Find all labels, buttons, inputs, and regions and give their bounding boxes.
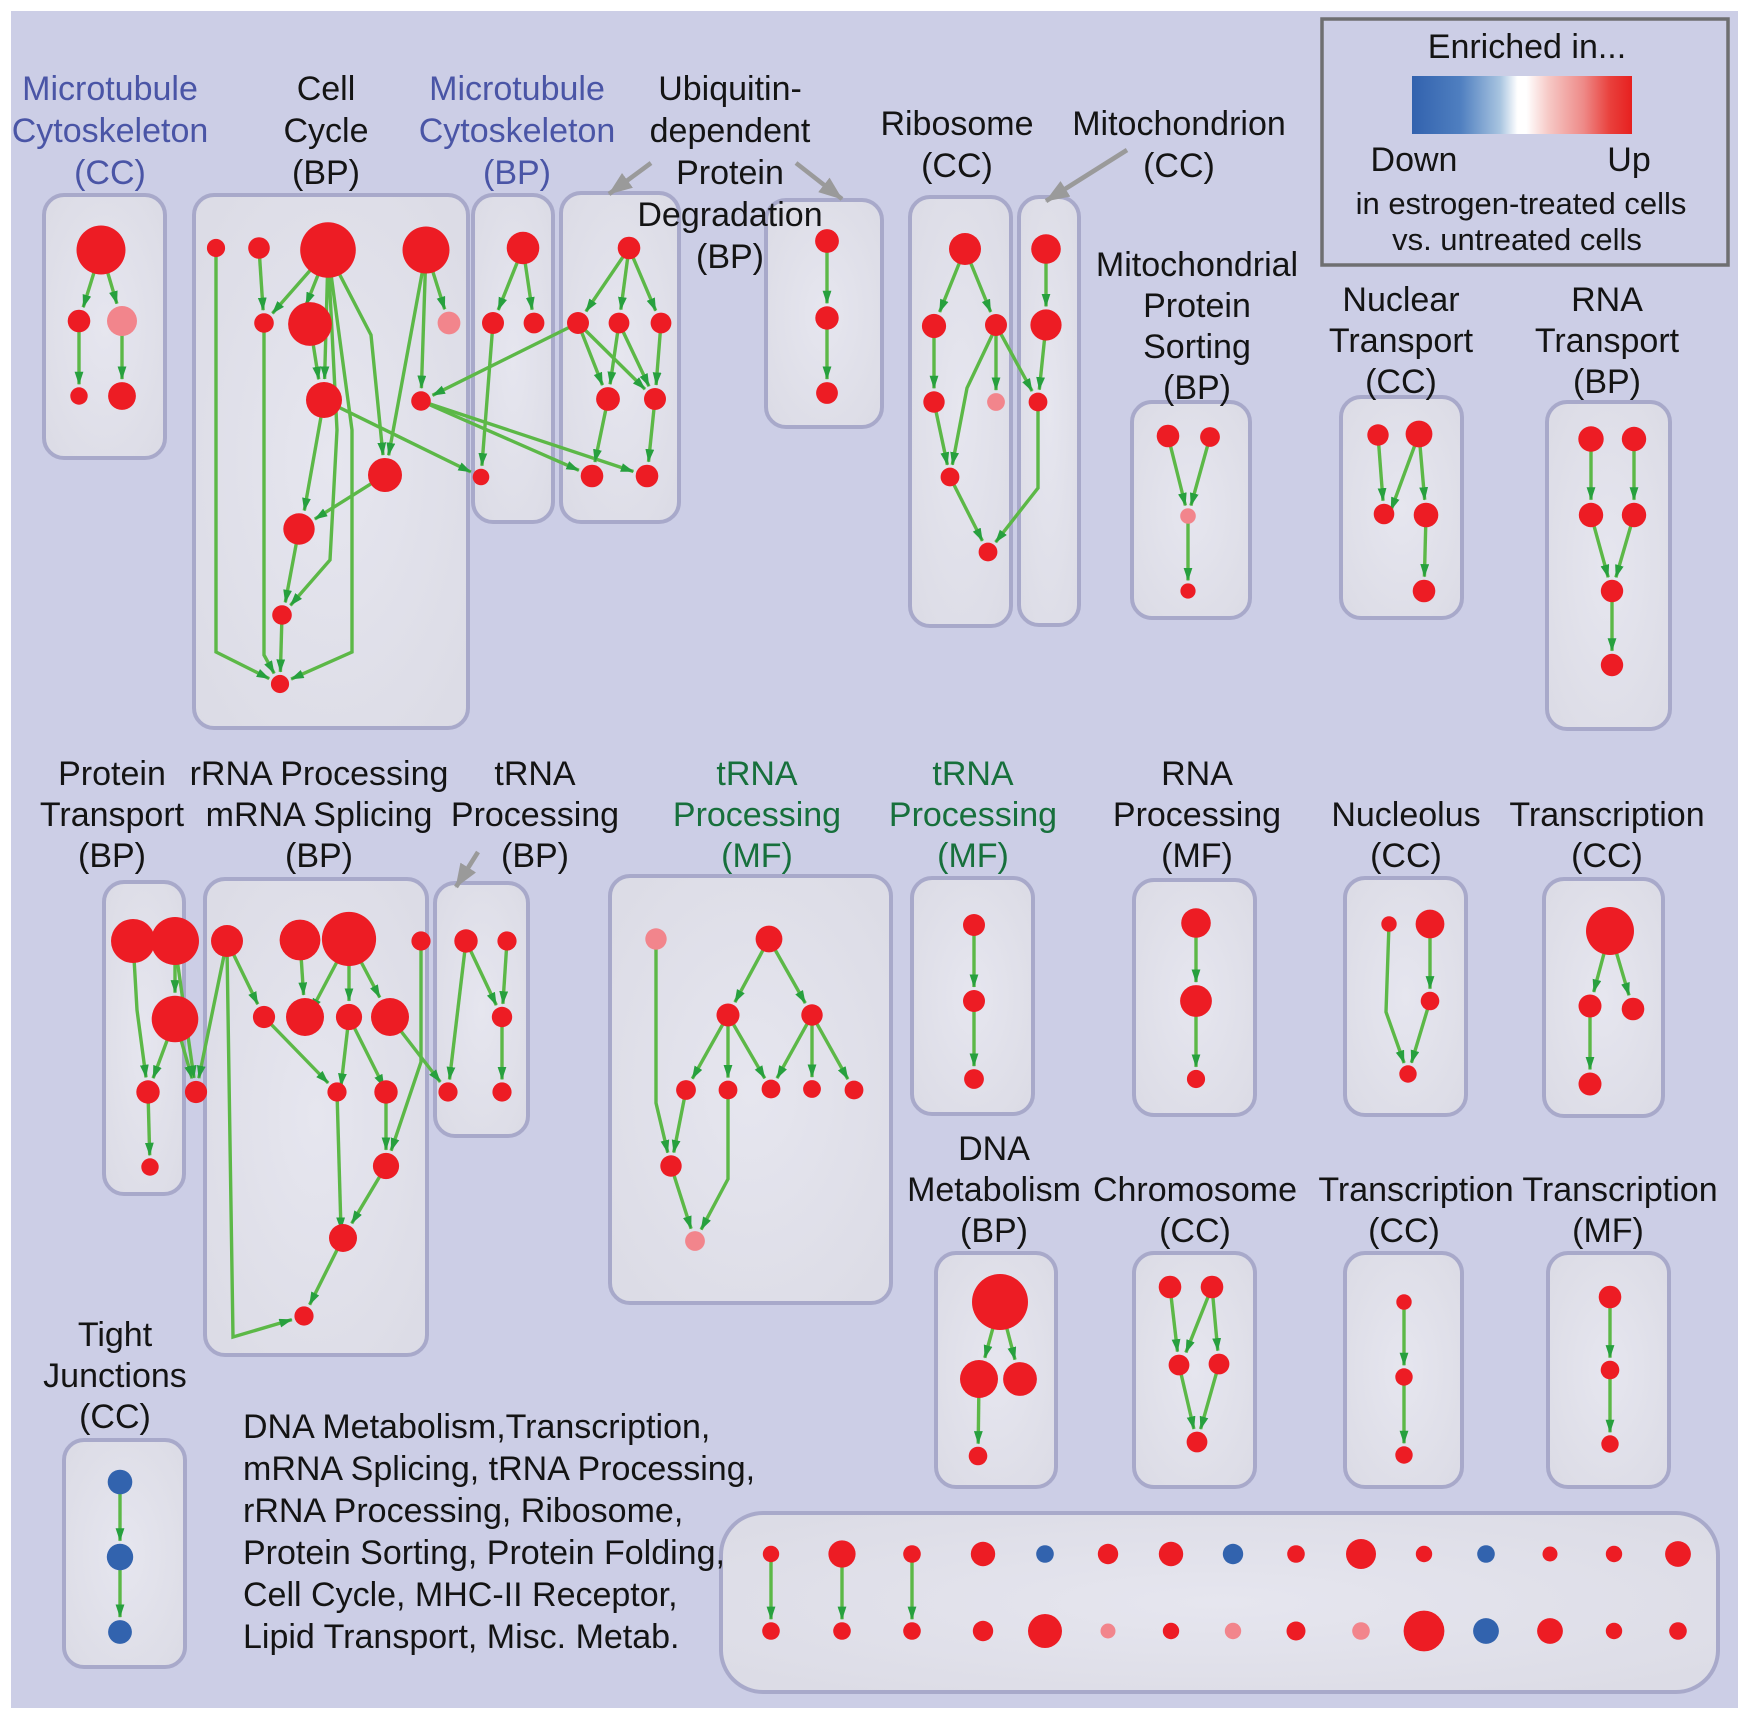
svg-text:Processing: Processing [673,796,841,834]
svg-text:Transport: Transport [1535,322,1680,360]
svg-text:(MF): (MF) [1161,837,1233,875]
svg-text:tRNA: tRNA [932,755,1014,793]
svg-text:(BP): (BP) [501,837,569,875]
svg-text:(MF): (MF) [1572,1212,1644,1250]
svg-text:Ribosome: Ribosome [880,105,1033,143]
svg-text:Ubiquitin-: Ubiquitin- [658,70,802,108]
svg-text:Protein: Protein [676,154,784,192]
svg-text:(CC): (CC) [79,1398,151,1436]
svg-text:(MF): (MF) [937,837,1009,875]
svg-text:(BP): (BP) [960,1212,1028,1250]
svg-text:Processing: Processing [889,796,1057,834]
svg-text:RNA: RNA [1161,755,1233,793]
svg-text:Tight: Tight [78,1316,153,1354]
svg-text:Transcription: Transcription [1318,1171,1513,1209]
svg-text:mRNA Splicing: mRNA Splicing [206,796,433,834]
svg-text:rRNA Processing: rRNA Processing [190,755,449,793]
svg-text:dependent: dependent [650,112,811,150]
svg-text:Chromosome: Chromosome [1093,1171,1297,1209]
svg-text:Cycle: Cycle [283,112,368,150]
svg-text:Transport: Transport [1329,322,1474,360]
svg-text:(BP): (BP) [696,238,764,276]
svg-text:(CC): (CC) [1143,147,1215,185]
svg-text:(BP): (BP) [78,837,146,875]
svg-text:Protein: Protein [58,755,166,793]
svg-text:(CC): (CC) [1159,1212,1231,1250]
svg-text:tRNA: tRNA [494,755,576,793]
svg-text:DNA: DNA [958,1130,1030,1168]
svg-text:Junctions: Junctions [43,1357,187,1395]
svg-text:Lipid Transport, Misc. Metab.: Lipid Transport, Misc. Metab. [243,1618,680,1656]
svg-text:(CC): (CC) [921,147,993,185]
svg-text:RNA: RNA [1571,281,1643,319]
svg-text:Metabolism: Metabolism [907,1171,1081,1209]
svg-text:(BP): (BP) [483,154,551,192]
svg-text:tRNA: tRNA [716,755,798,793]
svg-text:Up: Up [1607,141,1650,179]
svg-text:Processing: Processing [451,796,619,834]
svg-text:Mitochondrion: Mitochondrion [1072,105,1286,143]
svg-text:(CC): (CC) [1368,1212,1440,1250]
svg-text:rRNA Processing, Ribosome,: rRNA Processing, Ribosome, [243,1492,683,1530]
svg-text:DNA Metabolism,Transcription,: DNA Metabolism,Transcription, [243,1408,710,1446]
svg-text:Processing: Processing [1113,796,1281,834]
svg-text:(MF): (MF) [721,837,793,875]
svg-text:Transcription: Transcription [1509,796,1704,834]
svg-text:in estrogen-treated cells: in estrogen-treated cells [1356,186,1687,221]
svg-text:Mitochondrial: Mitochondrial [1096,246,1298,284]
svg-text:Cell: Cell [297,70,356,108]
svg-text:Transcription: Transcription [1522,1171,1717,1209]
svg-text:Cell Cycle, MHC-II Receptor,: Cell Cycle, MHC-II Receptor, [243,1576,678,1614]
svg-text:Degradation: Degradation [637,196,822,234]
svg-text:(BP): (BP) [1163,369,1231,407]
svg-text:Transport: Transport [40,796,185,834]
svg-text:Down: Down [1371,141,1458,179]
svg-text:Nucleolus: Nucleolus [1331,796,1480,834]
svg-text:Cytoskeleton: Cytoskeleton [12,112,209,150]
svg-text:Protein Sorting, Protein Foldi: Protein Sorting, Protein Folding, [243,1534,725,1572]
svg-text:mRNA Splicing, tRNA Processing: mRNA Splicing, tRNA Processing, [243,1450,755,1488]
svg-text:Cytoskeleton: Cytoskeleton [419,112,616,150]
svg-text:(CC): (CC) [74,154,146,192]
svg-text:Sorting: Sorting [1143,328,1251,366]
svg-text:(BP): (BP) [285,837,353,875]
svg-text:Protein: Protein [1143,287,1251,325]
svg-text:(CC): (CC) [1365,363,1437,401]
svg-text:vs. untreated cells: vs. untreated cells [1392,222,1642,257]
svg-text:Microtubule: Microtubule [429,70,605,108]
svg-text:Enriched in...: Enriched in... [1428,28,1626,66]
svg-text:(CC): (CC) [1571,837,1643,875]
svg-text:Nuclear: Nuclear [1342,281,1459,319]
svg-text:(BP): (BP) [1573,363,1641,401]
svg-text:(BP): (BP) [292,154,360,192]
svg-text:Microtubule: Microtubule [22,70,198,108]
svg-text:(CC): (CC) [1370,837,1442,875]
